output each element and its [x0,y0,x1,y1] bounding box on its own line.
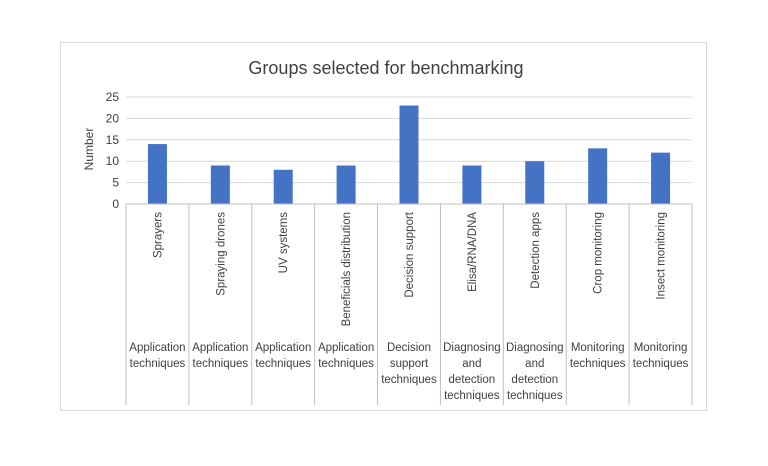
bar-chart: Groups selected for benchmarking Number … [82,58,693,405]
group-label: and [462,358,481,370]
group-label: Application [318,342,374,354]
category-label: Spraying drones [215,212,227,296]
group-labels: Application techniques Application techniqu… [129,342,688,402]
group-label: Diagnosing [506,342,564,354]
group-label: support [390,358,429,370]
bar [651,152,671,204]
group-label: techniques [255,358,311,370]
bar [462,165,482,204]
group-label: detection [449,374,496,386]
group-label: Monitoring [634,342,688,354]
y-tick-label: 15 [106,133,120,147]
y-tick-label: 20 [106,111,120,125]
category-label: Decision support [404,211,416,297]
bar [588,148,608,204]
group-label: Application [129,342,185,354]
group-label: techniques [570,358,626,370]
y-tick-label: 10 [106,154,120,168]
bar [210,165,230,204]
group-label: techniques [444,390,500,402]
bar [399,105,419,204]
chart-area: Groups selected for benchmarking Number … [60,42,707,411]
y-axis-label: Number [82,128,96,171]
y-tick-label: 25 [106,90,120,104]
group-label: detection [511,374,558,386]
category-label: Detection apps [530,212,542,289]
bar [273,169,293,204]
group-label: and [525,358,544,370]
group-label: techniques [130,358,186,370]
y-tick-label: 0 [112,197,119,211]
group-label: Monitoring [571,342,625,354]
bar [525,161,545,204]
group-label: Decision [387,342,431,354]
group-label: techniques [633,358,689,370]
bars [147,105,671,204]
category-label: UV systems [278,212,290,274]
group-label: techniques [507,390,563,402]
group-label: Diagnosing [443,342,501,354]
category-labels: Sprayers Spraying drones UV systems Benefic… [152,211,667,326]
category-label: Elisa/RNA/DNA [467,212,479,292]
bar [147,144,167,204]
group-label: techniques [381,374,437,386]
chart-title: Groups selected for benchmarking [248,58,523,78]
category-label: Beneficials distribution [341,212,353,326]
group-label: Application [192,342,248,354]
group-label: techniques [193,358,249,370]
group-label: techniques [318,358,374,370]
category-label: Sprayers [152,212,164,258]
category-label: Insect monitoring [656,212,668,300]
group-label: Application [255,342,311,354]
y-axis-ticks: 0 5 10 15 20 25 [106,90,120,211]
bar [336,165,356,204]
y-tick-label: 5 [112,176,119,190]
category-axis [125,203,693,405]
category-label: Crop monitoring [593,212,605,294]
